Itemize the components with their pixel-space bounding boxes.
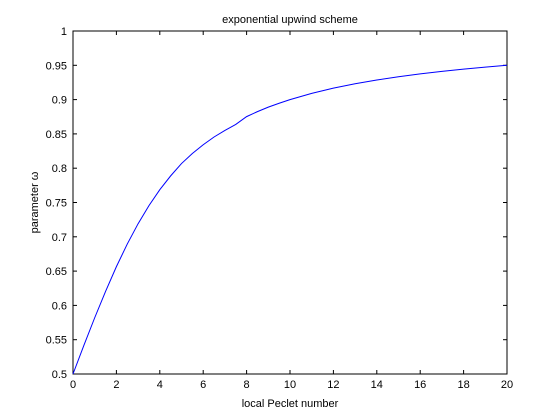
x-axis-ticks: 0 2 4 6 8 10 12 14 16 18 20 [70, 31, 513, 391]
series-line [72, 64, 508, 375]
x-tick-label: 0 [70, 379, 76, 391]
plot-area [72, 30, 508, 375]
y-tick-label: 0.75 [46, 198, 67, 210]
y-tick-label: 0.95 [46, 60, 67, 72]
y-tick-label: 0.55 [46, 335, 67, 347]
y-axis-label: parameter ω [29, 171, 41, 233]
x-tick-label: 4 [157, 379, 163, 391]
x-tick-label: 14 [371, 379, 383, 391]
x-tick-label: 18 [457, 379, 469, 391]
y-tick-label: 0.8 [52, 163, 67, 175]
x-tick-label: 2 [113, 379, 119, 391]
chart-title: exponential upwind scheme [222, 14, 358, 26]
y-tick-label: 0.9 [52, 95, 67, 107]
x-tick-label: 10 [284, 379, 296, 391]
y-tick-label: 0.7 [52, 232, 67, 244]
y-tick-label: 0.65 [46, 266, 67, 278]
x-tick-label: 20 [501, 379, 513, 391]
x-axis-label: local Peclet number [242, 398, 339, 410]
y-tick-label: 0.6 [52, 300, 67, 312]
y-tick-label: 0.5 [52, 369, 67, 381]
x-tick-label: 16 [414, 379, 426, 391]
x-tick-label: 12 [327, 379, 339, 391]
y-tick-label: 0.85 [46, 129, 67, 141]
x-tick-label: 8 [244, 379, 250, 391]
y-tick-label: 1 [61, 26, 67, 38]
x-tick-label: 6 [200, 379, 206, 391]
y-axis-ticks: 0.5 0.55 0.6 0.65 0.7 0.75 0.8 0.85 0.9 0.95 1 [46, 26, 507, 381]
series-layer [72, 64, 508, 375]
